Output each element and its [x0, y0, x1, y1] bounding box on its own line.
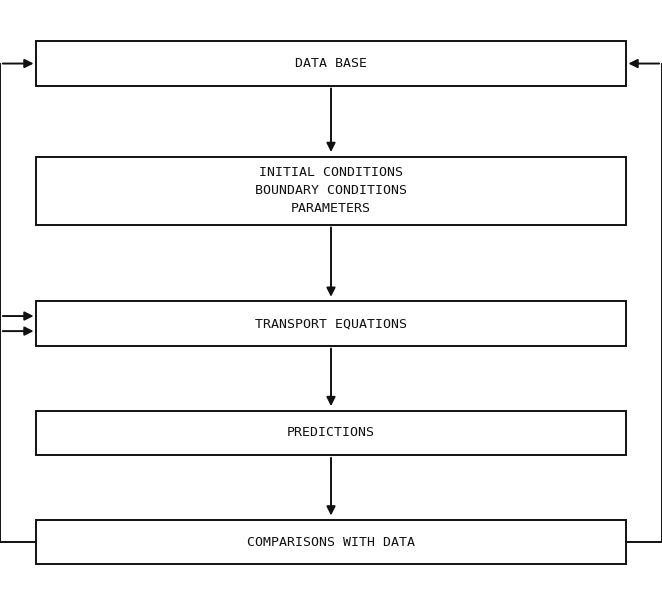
FancyBboxPatch shape	[36, 301, 626, 346]
FancyBboxPatch shape	[36, 411, 626, 455]
FancyBboxPatch shape	[36, 520, 626, 564]
Text: PREDICTIONS: PREDICTIONS	[287, 427, 375, 439]
Text: INITIAL CONDITIONS
BOUNDARY CONDITIONS
PARAMETERS: INITIAL CONDITIONS BOUNDARY CONDITIONS P…	[255, 166, 407, 215]
FancyBboxPatch shape	[36, 41, 626, 86]
FancyBboxPatch shape	[36, 157, 626, 225]
Text: DATA BASE: DATA BASE	[295, 57, 367, 70]
Text: TRANSPORT EQUATIONS: TRANSPORT EQUATIONS	[255, 317, 407, 330]
Text: COMPARISONS WITH DATA: COMPARISONS WITH DATA	[247, 536, 415, 548]
